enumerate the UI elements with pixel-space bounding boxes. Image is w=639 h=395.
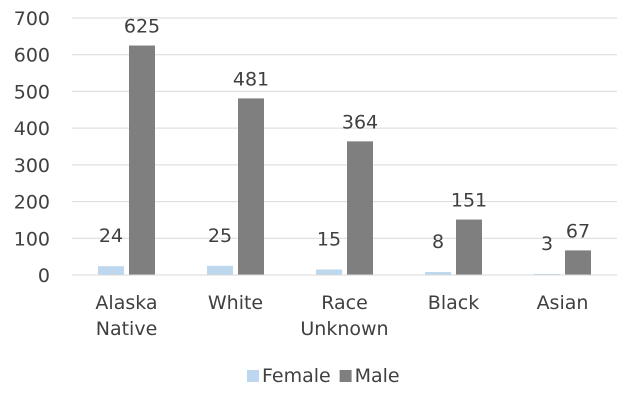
x-tick-label: Unknown: [300, 318, 388, 340]
y-tick-label: 0: [38, 265, 50, 287]
y-tick-label: 500: [14, 81, 50, 103]
x-tick-label: Black: [428, 292, 479, 314]
x-tick-label: Asian: [537, 292, 589, 314]
data-label: 24: [99, 225, 123, 247]
bar-female: [207, 265, 233, 275]
y-tick-label: 400: [14, 118, 50, 140]
y-tick-label: 200: [14, 192, 50, 214]
bar-female: [316, 269, 342, 275]
x-tick-label: Native: [96, 318, 158, 340]
legend-label-female: Female: [262, 365, 331, 387]
data-label: 25: [208, 225, 232, 247]
gridlines: [72, 17, 617, 239]
x-axis: Alaska Native White Race Unknown Black Asian: [72, 274, 617, 340]
x-tick-label: Alaska: [95, 292, 157, 314]
legend-label-male: Male: [355, 365, 400, 387]
data-label: 364: [342, 111, 378, 133]
y-tick-label: 700: [14, 8, 50, 30]
bars: [98, 45, 591, 276]
legend-swatch-female: [247, 370, 259, 382]
data-label: 151: [451, 190, 487, 212]
bar-male: [238, 98, 264, 275]
data-label: 481: [233, 68, 269, 90]
bar-male: [456, 219, 482, 275]
bar-male: [129, 45, 155, 276]
bar-female: [98, 266, 124, 275]
x-tick-label: White: [208, 292, 263, 314]
y-tick-label: 300: [14, 155, 50, 177]
data-label: 67: [566, 220, 590, 242]
legend: Female Male: [247, 365, 400, 387]
data-label: 15: [317, 228, 341, 250]
data-label: 3: [541, 233, 553, 255]
bar-male: [565, 250, 591, 275]
data-label: 625: [124, 16, 160, 38]
bar-male: [347, 141, 373, 275]
y-tick-label: 100: [14, 228, 50, 250]
data-labels: 24 625 25 481 15 364 8 151 3 67: [99, 16, 590, 255]
y-tick-label: 600: [14, 45, 50, 67]
bar-female: [425, 272, 451, 275]
bar-female: [534, 273, 560, 275]
x-tick-label: Race: [321, 292, 368, 314]
data-label: 8: [432, 231, 444, 253]
y-axis: 0 100 200 300 400 500 600 700: [14, 8, 50, 287]
legend-swatch-male: [339, 370, 352, 382]
